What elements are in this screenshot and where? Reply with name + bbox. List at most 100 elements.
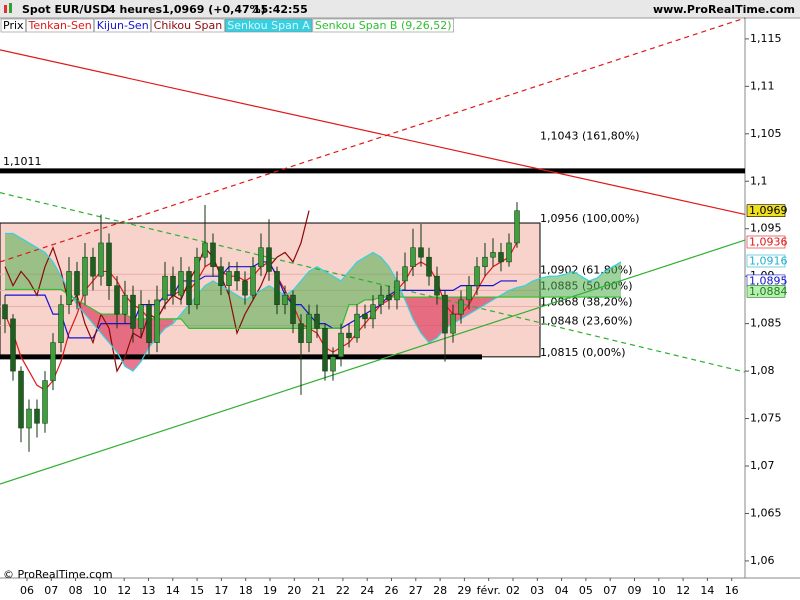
candle-body (90, 256, 96, 277)
x-tick-label: févr. (477, 584, 501, 597)
cloud-segment (597, 271, 605, 298)
candle-body (82, 256, 88, 296)
candle-body (306, 313, 312, 343)
copyright: © ProRealTime.com (3, 568, 113, 581)
x-tick-label: 15 (190, 584, 204, 597)
candle-body (162, 275, 168, 301)
x-tick-label: 08 (69, 584, 83, 597)
cloud-segment (573, 271, 581, 298)
cloud-segment (357, 257, 365, 305)
cloud-segment (365, 252, 373, 300)
y-tick-label: 1,08 (750, 364, 775, 377)
header-bar (0, 0, 800, 18)
x-tick-label: 12 (117, 584, 131, 597)
candle-body (234, 271, 240, 282)
candle-body (178, 271, 184, 296)
candle-body (130, 294, 136, 329)
candle-body (186, 271, 192, 305)
candle-body (282, 294, 288, 305)
price-label-box (746, 254, 786, 268)
site: www.ProRealTime.com (653, 3, 795, 16)
y-tick-label: 1,085 (750, 317, 782, 330)
cloud-segment (589, 278, 597, 298)
cloud-segment (605, 266, 613, 298)
price-label-box (746, 204, 786, 217)
cloud-segment (549, 276, 557, 298)
candle-body (394, 280, 400, 301)
cloud-segment (53, 261, 61, 290)
cloud-segment (229, 290, 237, 329)
timeframe: 4 heures (108, 3, 162, 16)
legend-entry: Kijun-Sen (97, 19, 149, 32)
price-label: 1,0936 (749, 236, 788, 249)
cloud-segment (613, 261, 621, 298)
cloud-segment (205, 280, 213, 329)
time: 15:42:55 (253, 3, 308, 16)
trendline (0, 239, 746, 485)
cloud-segment (181, 304, 189, 329)
cloud-segment (325, 271, 333, 329)
candle-body (218, 266, 224, 286)
y-tick-label: 1,115 (750, 32, 782, 45)
x-tick-label: 13 (142, 584, 156, 597)
cloud-segment (349, 261, 357, 305)
cloud-segment (309, 266, 317, 329)
x-tick-label: 05 (579, 584, 593, 597)
candle-body (122, 294, 128, 315)
x-tick-label: 16 (725, 584, 739, 597)
cloud-segment (253, 290, 261, 329)
cloud-segment (429, 297, 437, 343)
x-tick-label: 03 (530, 584, 544, 597)
indicator-line (5, 232, 622, 372)
price-label-box (746, 285, 786, 298)
cloud-segment (565, 271, 573, 298)
legend-box (0, 18, 26, 33)
candle-body (426, 256, 432, 277)
price-label: 1,0895 (749, 274, 788, 287)
candle-body (242, 280, 248, 296)
trendline (0, 192, 746, 373)
x-tick-label: 24 (360, 584, 374, 597)
candle-body (338, 332, 344, 358)
cloud-segment (485, 297, 493, 305)
candle-body (482, 256, 488, 267)
fibonacci-label: 1,1043 (161,80%) (540, 129, 640, 142)
x-tick-label: 04 (555, 584, 569, 597)
x-tick-label: 26 (385, 584, 399, 597)
candle-body (498, 252, 504, 263)
x-tick-label: 10 (93, 584, 107, 597)
cloud-segment (373, 252, 381, 300)
fibonacci-label: 1,0868 (38,20%) (540, 296, 633, 309)
candle-body (386, 294, 392, 301)
candle-body (74, 271, 80, 296)
candle-body (418, 247, 424, 258)
candle-body (362, 313, 368, 320)
x-tick-label: 27 (409, 584, 423, 597)
y-tick-label: 1,075 (750, 412, 782, 425)
candle-body (266, 247, 272, 272)
y-tick-label: 1,07 (750, 459, 775, 472)
title: Spot EUR/USD (22, 3, 109, 16)
candle-body (290, 294, 296, 324)
cloud-segment (213, 280, 221, 329)
candle-body (378, 294, 384, 305)
price-label: 1,0884 (749, 285, 788, 298)
trendline (0, 49, 746, 216)
candle-body (410, 247, 416, 267)
cloud-segment (557, 274, 565, 298)
x-tick-label: 02 (506, 584, 520, 597)
candle-body (26, 408, 32, 429)
fibonacci-label: 1,0848 (23,60%) (540, 315, 633, 328)
y-tick-label: 1,11 (750, 79, 775, 92)
cloud-segment (21, 238, 29, 290)
x-tick-label: 12 (676, 584, 690, 597)
candle-body (98, 242, 104, 277)
x-tick-label: 22 (336, 584, 350, 597)
candle-body (146, 304, 152, 343)
legend-entry: Chikou Span (154, 19, 223, 32)
candle-body (42, 380, 48, 424)
trendline (0, 17, 746, 263)
candle-body (274, 271, 280, 305)
cloud-segment (517, 285, 525, 298)
candle-body (50, 342, 56, 381)
